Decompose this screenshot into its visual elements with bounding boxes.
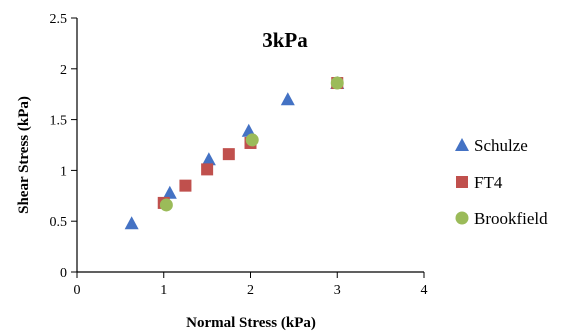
legend-marker-brookfield: [455, 211, 469, 225]
ft4-point: [179, 179, 192, 192]
brookfield-point: [159, 198, 173, 212]
chart-title: 3kPa: [262, 28, 308, 52]
schulze-point: [201, 152, 216, 166]
x-tick-label: 0: [74, 283, 81, 298]
x-tick-label: 4: [421, 283, 428, 298]
ft4-point: [222, 148, 235, 161]
x-tick-label: 1: [160, 283, 167, 298]
legend-label-schulze: Schulze: [474, 136, 528, 155]
legend: Schulze FT4 Brookfield: [455, 136, 548, 228]
brookfield-point: [330, 76, 344, 90]
y-tick-label: 0: [60, 266, 67, 281]
y-tick-label: 0.5: [50, 215, 68, 230]
schulze-point: [280, 92, 295, 106]
schulze-point: [124, 216, 139, 230]
legend-label-ft4: FT4: [474, 173, 503, 192]
legend-marker-ft4: [456, 176, 468, 188]
data-points: [124, 76, 345, 230]
legend-marker-schulze: [455, 138, 469, 151]
brookfield-point: [245, 133, 259, 147]
x-tick-label: 2: [247, 283, 254, 298]
x-axis-title: Normal Stress (kPa): [186, 315, 316, 331]
y-axis-title: Shear Stress (kPa): [16, 96, 32, 214]
y-tick-label: 1: [60, 164, 67, 179]
y-tick-label: 2: [60, 63, 67, 78]
y-tick-label: 1.5: [50, 114, 68, 129]
y-tick-label: 2.5: [50, 12, 68, 27]
ticks: 0 1 2 3 4 0 0.5 1 1.5 2 2.5: [50, 12, 428, 298]
x-tick-label: 3: [334, 283, 341, 298]
legend-label-brookfield: Brookfield: [474, 209, 548, 228]
ft4-point: [201, 163, 214, 176]
schulze-point: [162, 185, 177, 199]
